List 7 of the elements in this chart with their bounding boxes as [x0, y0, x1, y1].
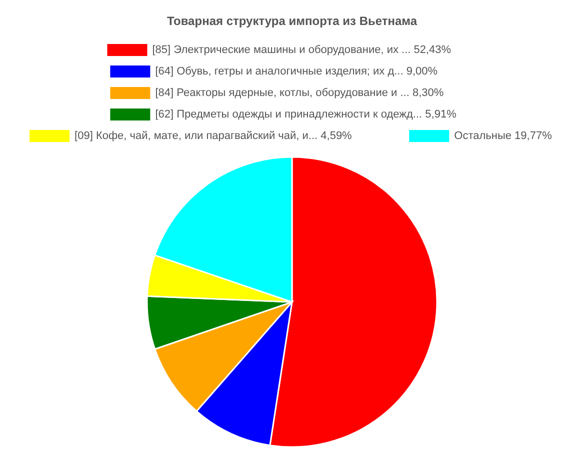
legend-label: [85] Электрические машины и оборудование, их ... 52,43% — [152, 44, 452, 56]
legend-label: Остальные 19,77% — [454, 130, 552, 142]
legend-label: [84] Реакторы ядерные, котлы, оборудование и ... 8,30% — [155, 87, 444, 99]
legend-label: [09] Кофе, чай, мате, или парагвайский чай, и... 4,59% — [74, 130, 352, 142]
legend-label: [62] Предметы одежды и принадлежности к одежд... 5,91% — [155, 108, 457, 120]
legend-label: [64] Обувь, гетры и аналогичные изделия; их д... 9,00% — [155, 66, 438, 78]
chart-title: Товарная структура импорта из Вьетнама — [166, 14, 418, 28]
